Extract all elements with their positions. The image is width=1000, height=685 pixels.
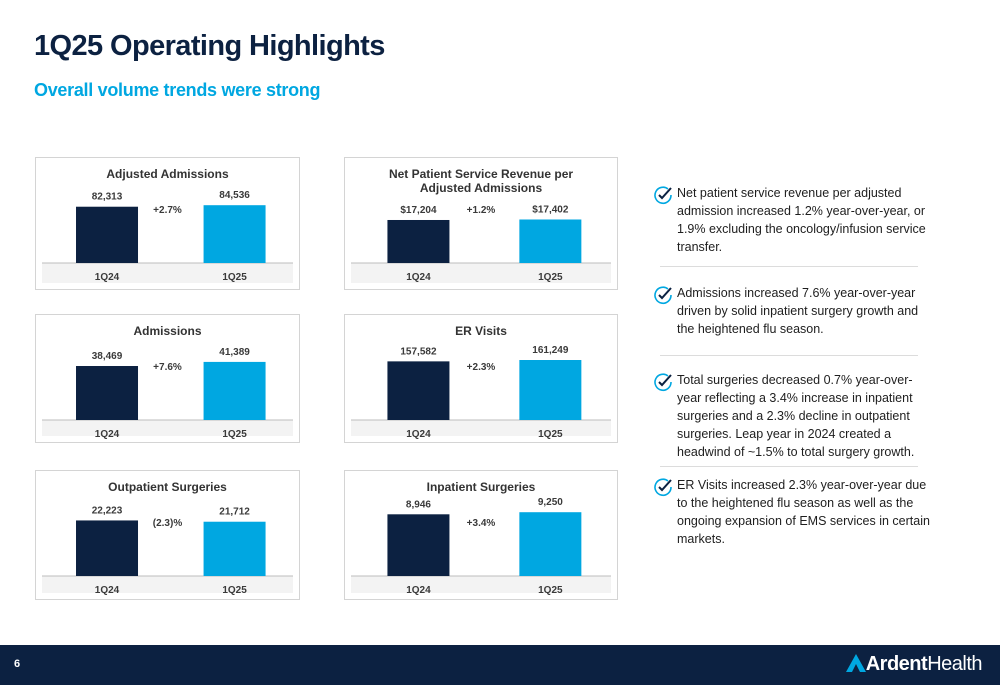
logo-icon [845, 654, 866, 672]
bar [203, 361, 266, 420]
chart-panel: 157,582 1Q24 161,249 1Q25 +2.3% ER Visits [344, 314, 618, 443]
category-label: 1Q24 [406, 429, 431, 440]
check-mark [658, 479, 672, 492]
chart: 82,313 1Q24 84,536 1Q25 +2.7% [42, 190, 293, 283]
category-band [351, 576, 611, 593]
bar [387, 361, 450, 420]
category-label: 1Q25 [222, 585, 247, 596]
bullet-text: Admissions increased 7.6% year-over-year… [677, 286, 919, 336]
check-circle [654, 478, 672, 497]
chart-panel: 38,469 1Q24 41,389 1Q25 +7.6% Admissions [35, 314, 300, 443]
category-label: 1Q25 [222, 272, 247, 283]
check-icon [654, 186, 672, 205]
category-label: 1Q24 [95, 585, 120, 596]
value-label: 8,946 [406, 499, 431, 510]
category-label: 1Q25 [538, 429, 563, 440]
bullet-text: ER Visits increased 2.3% year-over-year … [677, 478, 930, 546]
bullet-text: Total surgeries decreased 0.7% year-over… [677, 373, 915, 459]
category-label: 1Q25 [538, 272, 563, 283]
chart-panel: $17,204 1Q24 $17,402 1Q25 +1.2% Net Patient S… [344, 157, 618, 290]
annotation: +2.3% [467, 362, 496, 373]
value-label: 41,389 [219, 347, 250, 358]
separator [660, 266, 918, 267]
check-circle [654, 186, 672, 205]
category-label: 1Q24 [95, 272, 120, 283]
check-icon [654, 478, 672, 497]
chart-title: Outpatient Surgeries [108, 480, 227, 494]
chart-panel: 82,313 1Q24 84,536 1Q25 +2.7% Adjusted Admiss… [35, 157, 300, 290]
category-label: 1Q24 [406, 585, 431, 596]
check-mark [658, 374, 672, 387]
chart-title: Admissions [133, 324, 202, 338]
chart: 8,946 1Q24 9,250 1Q25 +3.4% [351, 497, 611, 596]
annotation: +7.6% [153, 362, 182, 373]
category-band [42, 576, 293, 593]
bar [387, 219, 450, 263]
chart-title: ER Visits [455, 324, 507, 338]
check-mark [658, 187, 672, 200]
chart: 22,223 1Q24 21,712 1Q25 (2.3)% [42, 505, 293, 596]
check-circle [654, 286, 672, 305]
chart-panel: 8,946 1Q24 9,250 1Q25 +3.4% Inpatient Surgeri… [344, 470, 618, 600]
logo-brand: Ardent [865, 653, 928, 675]
annotation: +3.4% [467, 518, 496, 529]
value-label: 161,249 [532, 345, 569, 356]
value-label: 157,582 [400, 346, 437, 357]
value-label: 82,313 [92, 192, 123, 203]
separator [660, 466, 918, 467]
annotation: +1.2% [467, 205, 496, 216]
bar [76, 366, 139, 420]
category-band [42, 420, 293, 436]
footer: 6 ArdentHealth [0, 645, 1000, 685]
chart-title: Adjusted Admissions [106, 167, 229, 181]
value-label: $17,402 [532, 204, 569, 215]
value-label: 9,250 [538, 497, 563, 508]
check-icon [654, 286, 672, 305]
annotation: +2.7% [153, 205, 182, 216]
bullet-text: Net patient service revenue per adjusted… [677, 186, 926, 254]
chart: $17,204 1Q24 $17,402 1Q25 +1.2% [351, 204, 611, 283]
value-label: 38,469 [92, 351, 123, 362]
bar [76, 520, 139, 576]
page-number: 6 [14, 658, 21, 670]
category-label: 1Q25 [538, 585, 563, 596]
slide-title: 1Q25 Operating Highlights [34, 30, 385, 62]
separator [660, 355, 918, 356]
bar [203, 521, 266, 576]
bar [387, 514, 450, 576]
category-label: 1Q24 [406, 272, 431, 283]
bar [76, 206, 139, 263]
value-label: 22,223 [92, 505, 123, 516]
value-label: 84,536 [219, 190, 250, 201]
category-band [351, 420, 611, 436]
category-label: 1Q24 [95, 429, 120, 440]
category-band [351, 263, 611, 283]
chart-title: Inpatient Surgeries [426, 480, 536, 494]
category-label: 1Q25 [222, 429, 247, 440]
annotation: (2.3)% [153, 518, 183, 529]
category-band [42, 263, 293, 283]
value-label: 21,712 [219, 507, 250, 518]
logo: ArdentHealth [845, 653, 982, 676]
chart: 157,582 1Q24 161,249 1Q25 +2.3% [351, 345, 611, 440]
check-circle [654, 373, 672, 392]
bar [519, 219, 582, 263]
logo-suffix: Health [927, 653, 982, 675]
value-label: $17,204 [400, 205, 437, 216]
slide-subtitle: Overall volume trends were strong [34, 80, 321, 100]
check-icon [654, 373, 672, 392]
chart-title: Net Patient Service Revenue per Adjusted… [388, 167, 574, 195]
chart-panel: 22,223 1Q24 21,712 1Q25 (2.3)% Outpatient Sur… [35, 470, 300, 600]
chart: 38,469 1Q24 41,389 1Q25 +7.6% [42, 347, 293, 440]
bar [519, 512, 582, 576]
check-mark [658, 287, 672, 300]
bar [203, 205, 266, 263]
bar [519, 360, 582, 420]
